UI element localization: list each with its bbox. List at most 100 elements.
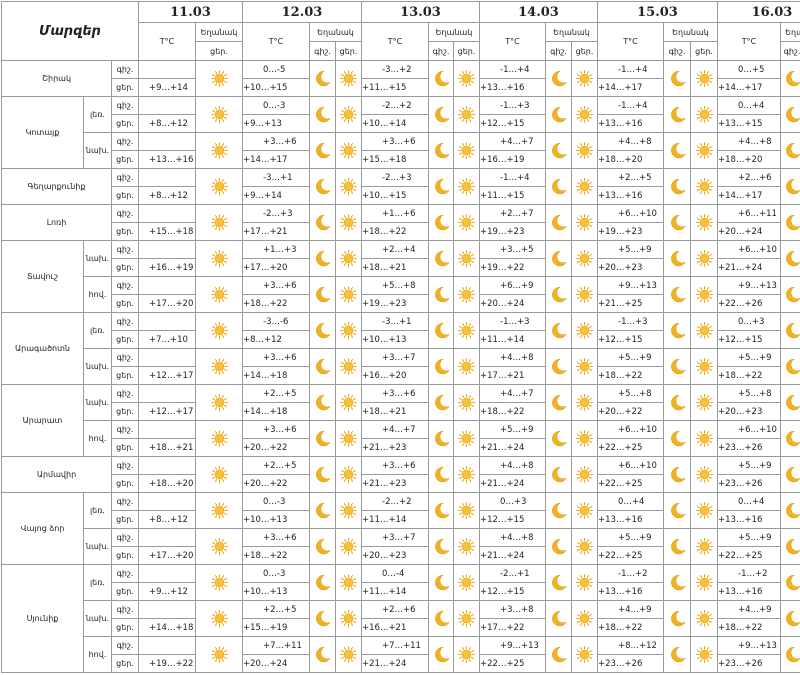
day-label: ցեր. <box>112 151 139 169</box>
sun-icon <box>211 70 228 87</box>
day-subheader: ցեր. <box>572 42 598 61</box>
moon-icon <box>550 646 567 663</box>
temp-cell: +10…+13 <box>243 511 310 529</box>
temp-cell: +20…+22 <box>243 439 310 457</box>
day-weather-cell <box>336 529 362 565</box>
temp-cell: +12…+15 <box>480 115 546 133</box>
temp-cell: +10…+13 <box>362 331 429 349</box>
night-weather-cell <box>429 97 454 133</box>
moon-icon <box>550 502 567 519</box>
temp-cell: +2…+5 <box>243 385 310 403</box>
sun-icon <box>458 286 475 303</box>
night-weather-cell <box>546 637 572 673</box>
temp-cell: +10…+15 <box>362 187 429 205</box>
sun-icon <box>211 394 228 411</box>
temp-cell <box>139 97 196 115</box>
temp-cell: +14…+17 <box>598 79 664 97</box>
temp-cell: +12…+15 <box>480 583 546 601</box>
moon-icon <box>784 70 800 87</box>
temp-cell <box>139 61 196 79</box>
region-name: Արարատ <box>2 385 84 457</box>
moon-icon <box>784 142 800 159</box>
day-weather-cell <box>572 241 598 277</box>
day-weather-cell <box>691 277 718 313</box>
moon-icon <box>669 574 686 591</box>
day-label: ցեր. <box>112 439 139 457</box>
day-weather-cell <box>454 61 480 97</box>
temp-cell: +5…+9 <box>598 349 664 367</box>
sun-icon <box>340 286 357 303</box>
moon-icon <box>314 430 331 447</box>
moon-icon <box>433 502 450 519</box>
day-weather-cell <box>336 385 362 421</box>
temp-cell <box>139 637 196 655</box>
temp-cell: 0…-3 <box>243 565 310 583</box>
night-weather-cell <box>546 277 572 313</box>
temp-cell: +20…+24 <box>480 295 546 313</box>
temp-cell: +4…+8 <box>598 133 664 151</box>
temp-cell: 0…+5 <box>718 61 781 79</box>
sun-icon <box>340 430 357 447</box>
temp-cell <box>139 529 196 547</box>
moon-icon <box>784 178 800 195</box>
temp-cell: +13…+16 <box>598 115 664 133</box>
sun-icon <box>340 502 357 519</box>
night-weather-cell <box>781 493 800 529</box>
temp-cell: +21…+23 <box>362 475 429 493</box>
moon-icon <box>669 286 686 303</box>
sun-icon <box>211 106 228 123</box>
moon-icon <box>784 358 800 375</box>
temp-cell: -1…+4 <box>480 169 546 187</box>
moon-icon <box>669 178 686 195</box>
temp-cell: +3…+6 <box>362 133 429 151</box>
sun-icon <box>211 178 228 195</box>
temp-cell <box>139 133 196 151</box>
day-weather-cell <box>454 277 480 313</box>
temp-cell: +7…+11 <box>362 637 429 655</box>
temp-header: T°C <box>718 23 781 61</box>
weather-cell <box>196 457 243 493</box>
region-name: Տավուշ <box>2 241 84 313</box>
day-weather-cell <box>691 97 718 133</box>
moon-icon <box>314 70 331 87</box>
temp-cell: +9…+14 <box>139 79 196 97</box>
temp-cell: 0…-3 <box>243 97 310 115</box>
night-weather-cell <box>781 457 800 493</box>
day-weather-cell <box>691 133 718 169</box>
table-row: նախ.գիշ.+3…+6+3…+7+4…+8+5…+9+5…+9 <box>2 349 800 367</box>
moon-icon <box>314 574 331 591</box>
day-weather-cell <box>691 313 718 349</box>
sun-icon <box>458 646 475 663</box>
night-weather-cell <box>664 241 691 277</box>
temp-cell: +18…+20 <box>718 151 781 169</box>
night-weather-cell <box>310 529 336 565</box>
weather-cell <box>196 169 243 205</box>
temp-cell: +10…+13 <box>243 583 310 601</box>
temp-cell: +18…+20 <box>598 151 664 169</box>
sun-icon <box>576 502 593 519</box>
weather-cell <box>196 493 243 529</box>
day-weather-cell <box>691 529 718 565</box>
night-weather-cell <box>310 169 336 205</box>
day-weather-cell <box>691 385 718 421</box>
moon-icon <box>314 142 331 159</box>
temp-cell <box>139 601 196 619</box>
moon-icon <box>669 70 686 87</box>
night-weather-cell <box>310 133 336 169</box>
moon-icon <box>433 430 450 447</box>
day-label: ցեր. <box>112 295 139 313</box>
temp-cell: 0…-4 <box>362 565 429 583</box>
moon-icon <box>433 70 450 87</box>
night-weather-cell <box>781 637 800 673</box>
night-weather-cell <box>546 313 572 349</box>
night-label: գիշ. <box>112 565 139 583</box>
temp-header: T°C <box>362 23 429 61</box>
weather-cell <box>196 601 243 637</box>
day-weather-cell <box>454 565 480 601</box>
day-weather-cell <box>454 97 480 133</box>
temp-cell: 0…-5 <box>243 61 310 79</box>
sun-icon <box>458 322 475 339</box>
